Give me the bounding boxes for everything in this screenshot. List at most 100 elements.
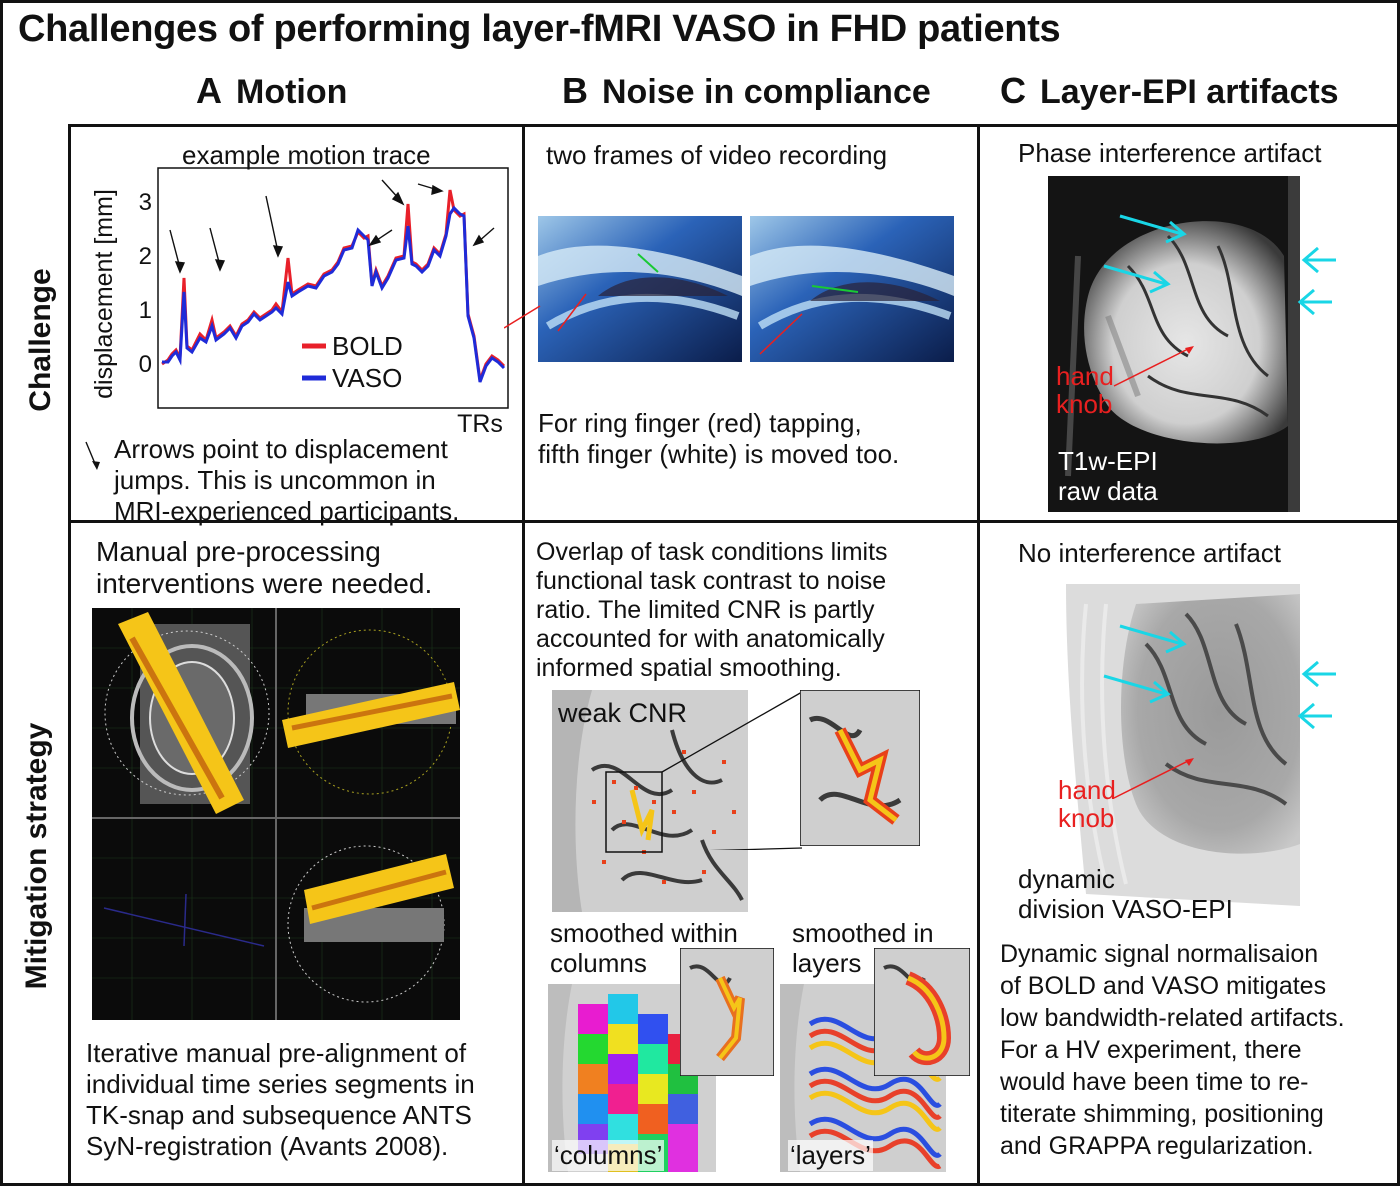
legend-bold-label: BOLD <box>332 331 403 361</box>
columns-inset-image <box>680 948 774 1076</box>
label-line: division VASO-EPI <box>1018 894 1233 924</box>
row-label-mitigation: Mitigation strategy <box>20 722 53 990</box>
column-label: Layer-EPI artifacts <box>1040 73 1339 111</box>
ytick: 0 <box>139 351 152 378</box>
note-line: titerate shimming, positioning <box>1000 1100 1324 1128</box>
label-line: hand <box>1056 361 1114 391</box>
column-letter: A <box>196 70 222 111</box>
weak-cnr-label: weak CNR <box>558 698 688 728</box>
outer-border-left <box>0 0 3 1186</box>
label-line: dynamic <box>1018 864 1115 894</box>
note-line: MRI-experienced participants. <box>114 496 460 526</box>
zoom-lines <box>661 691 803 850</box>
label-line: columns <box>550 948 647 978</box>
text-line: informed spatial smoothing. <box>536 654 842 682</box>
columns-image <box>548 984 716 1172</box>
note-line: For ring finger (red) tapping, <box>538 408 862 438</box>
text-line: Overlap of task conditions limits <box>536 538 888 566</box>
column-label: Motion <box>236 73 348 111</box>
note-line: individual time series segments in <box>86 1069 475 1099</box>
column-header-b: B Noise in compliance <box>562 70 931 112</box>
raw-data-label: T1w-EPI raw data <box>1058 446 1158 506</box>
motion-note: Arrows point to displacement jumps. This… <box>114 434 459 527</box>
video-frame-2 <box>750 216 954 362</box>
motion-trace-title: example motion trace <box>182 140 431 170</box>
grid-col1 <box>522 124 525 1186</box>
grid-middle <box>68 520 1400 523</box>
smoothed-layers-label: smoothed in layers <box>792 918 934 978</box>
note-line: and GRAPPA regularization. <box>1000 1132 1314 1160</box>
note-arrow-icon <box>85 441 100 470</box>
cyan-arrows-c2 <box>1103 624 1336 730</box>
label-line: smoothed within <box>550 918 738 948</box>
label-line: knob <box>1058 803 1115 833</box>
motion-trace-chart: displacement [mm] 0 1 2 3 BOLD VASO TRs <box>90 167 509 438</box>
note-line: Dynamic signal normalisaion <box>1000 940 1319 968</box>
cyan-arrows-c1 <box>1103 214 1336 316</box>
tk-snap-screenshot <box>92 608 460 1020</box>
figure-title: Challenges of performing layer-fMRI VASO… <box>18 8 1061 50</box>
label-line: raw data <box>1058 476 1158 506</box>
label-line: layers <box>792 948 862 978</box>
column-header-a: A Motion <box>196 70 347 112</box>
grid-top <box>68 124 1400 127</box>
axes-box <box>157 167 509 409</box>
note-line: Arrows point to displacement <box>114 434 448 464</box>
weak-cnr-image <box>552 690 748 912</box>
note-line: fifth finger (white) is moved too. <box>538 439 900 469</box>
text-line: accounted for with anatomically <box>536 625 885 653</box>
label-line: T1w-EPI <box>1058 446 1158 476</box>
overlap-text: Overlap of task conditions limits functi… <box>536 538 888 683</box>
manual-note: Iterative manual pre-alignment of indivi… <box>86 1038 475 1162</box>
text-line: functional task contrast to noise <box>536 567 887 595</box>
video-title: two frames of video recording <box>546 140 888 170</box>
column-label: Noise in compliance <box>602 73 931 111</box>
column-header-c: C Layer-EPI artifacts <box>1000 70 1339 112</box>
vaso-trace <box>162 205 506 383</box>
title-line: Manual pre-processing <box>96 536 381 567</box>
red-connector-line <box>504 305 541 329</box>
outer-border-top <box>0 0 1400 3</box>
outer-border-bottom <box>0 1183 1400 1186</box>
column-letter: B <box>562 70 588 111</box>
manual-title: Manual pre-processing interventions were… <box>96 536 432 600</box>
phase-title: Phase interference artifact <box>1018 138 1322 168</box>
t1w-epi-image <box>1048 176 1300 512</box>
zoom-inset-image <box>800 690 920 846</box>
no-interference-title: No interference artifact <box>1018 538 1282 568</box>
xlabel: TRs <box>457 410 503 438</box>
hand-knob-pointer-c2 <box>1113 758 1194 799</box>
smoothed-columns-label: smoothed within columns <box>550 918 738 978</box>
hand-knob-label-c1: hand knob <box>1056 362 1114 418</box>
text-line: ratio. The limited CNR is partly <box>536 596 875 624</box>
note-line: would have been time to re- <box>1000 1068 1309 1096</box>
vaso-epi-image <box>1066 584 1300 906</box>
note-line: Iterative manual pre-alignment of <box>86 1038 467 1068</box>
label-line: hand <box>1058 775 1116 805</box>
column-letter: C <box>1000 70 1026 111</box>
video-note: For ring finger (red) tapping, fifth fin… <box>538 408 899 470</box>
label-line: smoothed in <box>792 918 934 948</box>
outer-border-right <box>1397 0 1400 1186</box>
hand-knob-label-c2: hand knob <box>1058 776 1116 832</box>
ytick: 3 <box>139 189 152 216</box>
note-line: TK-snap and subsequence ANTS <box>86 1100 472 1130</box>
layers-tag: ‘layers’ <box>788 1140 873 1171</box>
columns-tag: ‘columns’ <box>552 1140 665 1171</box>
row-label-challenge: Challenge <box>24 268 57 412</box>
note-line: low bandwidth-related artifacts. <box>1000 1004 1345 1032</box>
ytick: 2 <box>139 243 152 270</box>
note-line: of BOLD and VASO mitigates <box>1000 972 1327 1000</box>
vaso-epi-label: dynamic division VASO-EPI <box>1018 864 1233 924</box>
grid-col2 <box>977 124 980 1186</box>
dynamic-note: Dynamic signal normalisaion of BOLD and … <box>1000 938 1345 1162</box>
legend-vaso-label: VASO <box>332 363 402 393</box>
video-frame-1 <box>538 216 742 362</box>
ytick: 1 <box>139 297 152 324</box>
ylabel: displacement [mm] <box>90 189 118 399</box>
title-line: interventions were needed. <box>96 568 433 599</box>
note-line: SyN-registration (Avants 2008). <box>86 1131 449 1161</box>
layers-inset-image <box>874 948 970 1076</box>
note-line: For a HV experiment, there <box>1000 1036 1302 1064</box>
hand-knob-pointer-c1 <box>1113 346 1194 387</box>
